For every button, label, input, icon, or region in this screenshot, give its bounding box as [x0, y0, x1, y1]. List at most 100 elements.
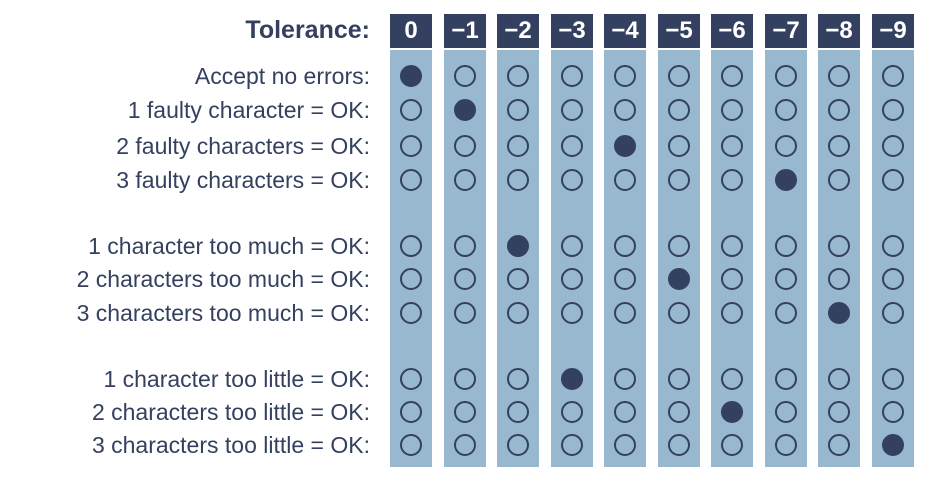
- radio-button[interactable]: [774, 64, 797, 87]
- radio-button[interactable]: [774, 433, 797, 456]
- radio-button-selected[interactable]: [881, 433, 904, 456]
- radio-button[interactable]: [881, 267, 904, 290]
- radio-button[interactable]: [774, 367, 797, 390]
- radio-button[interactable]: [667, 134, 690, 157]
- radio-button-selected[interactable]: [667, 267, 690, 290]
- radio-button[interactable]: [399, 168, 422, 191]
- radio-button[interactable]: [399, 267, 422, 290]
- radio-button[interactable]: [774, 301, 797, 324]
- radio-button[interactable]: [613, 64, 636, 87]
- radio-button[interactable]: [613, 234, 636, 257]
- radio-button[interactable]: [720, 134, 743, 157]
- radio-button[interactable]: [453, 168, 476, 191]
- radio-button[interactable]: [560, 134, 583, 157]
- radio-button[interactable]: [453, 234, 476, 257]
- radio-button[interactable]: [506, 98, 529, 121]
- radio-button[interactable]: [720, 64, 743, 87]
- radio-button[interactable]: [613, 267, 636, 290]
- radio-button[interactable]: [720, 234, 743, 257]
- radio-button[interactable]: [667, 433, 690, 456]
- radio-button[interactable]: [827, 433, 850, 456]
- radio-button[interactable]: [506, 433, 529, 456]
- radio-button[interactable]: [399, 400, 422, 423]
- radio-button[interactable]: [613, 433, 636, 456]
- radio-button[interactable]: [560, 400, 583, 423]
- radio-button[interactable]: [774, 234, 797, 257]
- radio-button[interactable]: [881, 134, 904, 157]
- radio-button[interactable]: [720, 301, 743, 324]
- radio-button-selected[interactable]: [613, 134, 636, 157]
- radio-button[interactable]: [720, 168, 743, 191]
- radio-button[interactable]: [881, 400, 904, 423]
- radio-button[interactable]: [506, 134, 529, 157]
- radio-button[interactable]: [881, 64, 904, 87]
- radio-button[interactable]: [774, 98, 797, 121]
- radio-button[interactable]: [667, 400, 690, 423]
- radio-button[interactable]: [881, 168, 904, 191]
- radio-button[interactable]: [881, 367, 904, 390]
- radio-button[interactable]: [453, 400, 476, 423]
- radio-button[interactable]: [667, 234, 690, 257]
- radio-button[interactable]: [667, 168, 690, 191]
- radio-button[interactable]: [613, 301, 636, 324]
- radio-button[interactable]: [506, 64, 529, 87]
- radio-button[interactable]: [613, 98, 636, 121]
- radio-button[interactable]: [560, 98, 583, 121]
- radio-button-selected[interactable]: [453, 98, 476, 121]
- radio-button[interactable]: [827, 400, 850, 423]
- radio-button[interactable]: [399, 98, 422, 121]
- radio-button[interactable]: [774, 267, 797, 290]
- radio-button[interactable]: [560, 234, 583, 257]
- radio-button[interactable]: [881, 301, 904, 324]
- radio-button[interactable]: [453, 433, 476, 456]
- radio-button[interactable]: [667, 301, 690, 324]
- radio-button-selected[interactable]: [774, 168, 797, 191]
- radio-button[interactable]: [667, 98, 690, 121]
- radio-button-selected[interactable]: [827, 301, 850, 324]
- radio-button[interactable]: [613, 400, 636, 423]
- radio-button[interactable]: [613, 168, 636, 191]
- radio-button-selected[interactable]: [506, 234, 529, 257]
- radio-button[interactable]: [827, 234, 850, 257]
- radio-button[interactable]: [506, 400, 529, 423]
- radio-button[interactable]: [453, 267, 476, 290]
- radio-button[interactable]: [774, 134, 797, 157]
- radio-button[interactable]: [827, 64, 850, 87]
- radio-button[interactable]: [506, 301, 529, 324]
- radio-button[interactable]: [506, 267, 529, 290]
- radio-button[interactable]: [560, 301, 583, 324]
- radio-button[interactable]: [667, 64, 690, 87]
- radio-button[interactable]: [720, 433, 743, 456]
- radio-button[interactable]: [506, 367, 529, 390]
- radio-button[interactable]: [720, 267, 743, 290]
- radio-button[interactable]: [827, 134, 850, 157]
- radio-button[interactable]: [667, 367, 690, 390]
- radio-button[interactable]: [560, 168, 583, 191]
- radio-button[interactable]: [399, 301, 422, 324]
- radio-button[interactable]: [453, 64, 476, 87]
- radio-button[interactable]: [399, 367, 422, 390]
- radio-button[interactable]: [560, 64, 583, 87]
- radio-button[interactable]: [827, 367, 850, 390]
- radio-button[interactable]: [453, 367, 476, 390]
- radio-button[interactable]: [560, 433, 583, 456]
- radio-button[interactable]: [399, 234, 422, 257]
- radio-button[interactable]: [613, 367, 636, 390]
- radio-button[interactable]: [399, 433, 422, 456]
- radio-button[interactable]: [881, 98, 904, 121]
- radio-button-selected[interactable]: [560, 367, 583, 390]
- radio-button[interactable]: [399, 134, 422, 157]
- radio-button[interactable]: [774, 400, 797, 423]
- radio-button[interactable]: [827, 267, 850, 290]
- radio-button-selected[interactable]: [720, 400, 743, 423]
- radio-button[interactable]: [560, 267, 583, 290]
- radio-button[interactable]: [720, 98, 743, 121]
- radio-button[interactable]: [453, 301, 476, 324]
- radio-button[interactable]: [453, 134, 476, 157]
- radio-button[interactable]: [720, 367, 743, 390]
- radio-button[interactable]: [506, 168, 529, 191]
- radio-button[interactable]: [827, 98, 850, 121]
- radio-button[interactable]: [881, 234, 904, 257]
- radio-button-selected[interactable]: [399, 64, 422, 87]
- radio-button[interactable]: [827, 168, 850, 191]
